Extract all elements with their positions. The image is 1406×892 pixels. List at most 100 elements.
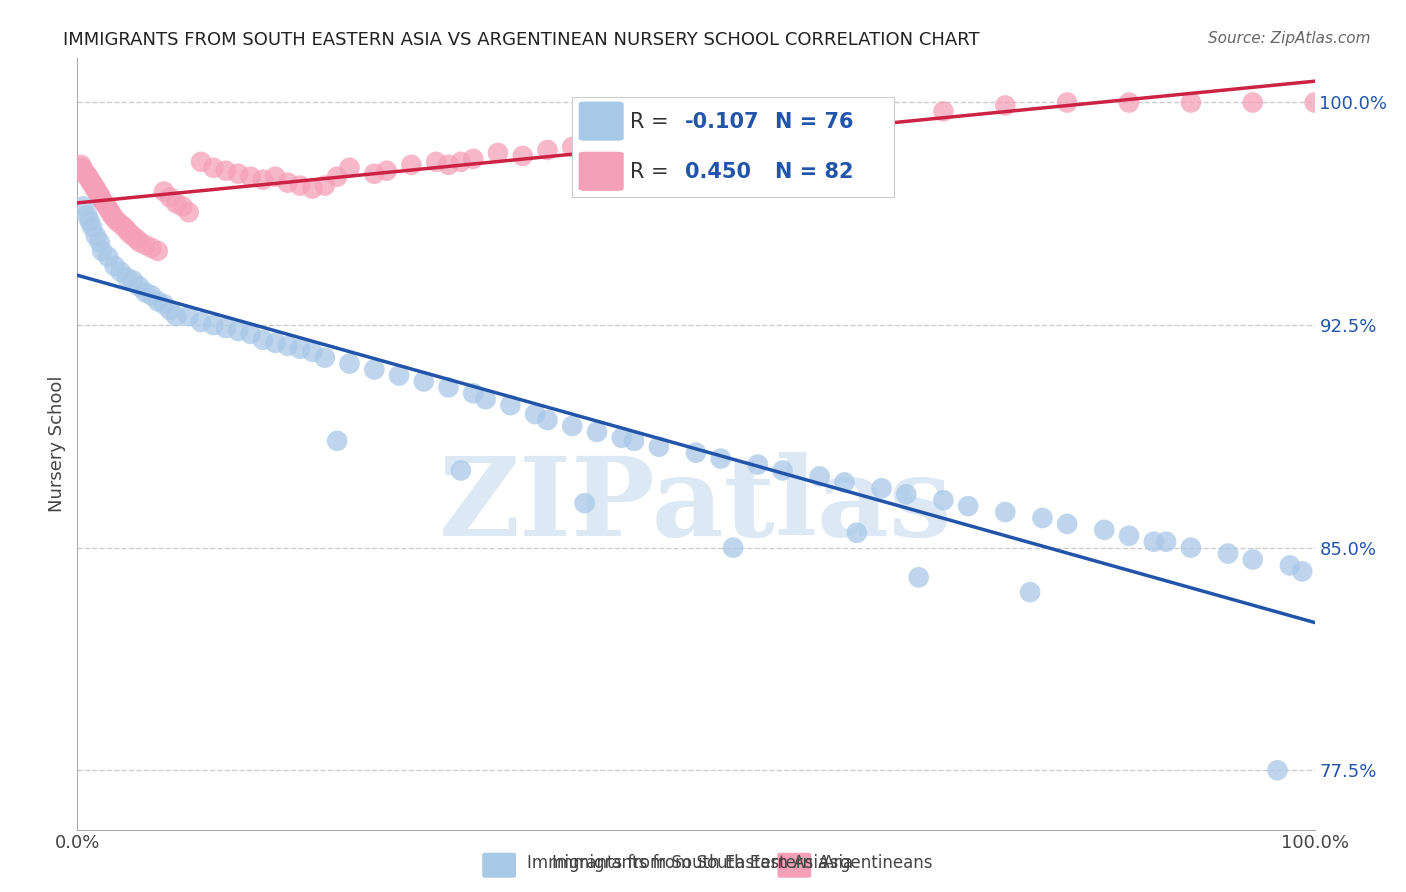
- Point: [202, 161, 225, 175]
- Point: [165, 309, 187, 323]
- Point: [239, 326, 262, 341]
- Point: [90, 190, 112, 204]
- Point: [264, 169, 287, 184]
- Point: [957, 499, 980, 513]
- Point: [1216, 547, 1239, 561]
- Point: [932, 104, 955, 119]
- Point: [122, 274, 145, 288]
- Point: [301, 344, 323, 359]
- Text: ZIPatlas: ZIPatlas: [439, 452, 953, 559]
- Point: [1143, 534, 1166, 549]
- Point: [561, 140, 583, 154]
- Point: [110, 217, 132, 231]
- Point: [226, 167, 249, 181]
- Point: [110, 265, 132, 279]
- Point: [1056, 516, 1078, 531]
- Point: [264, 335, 287, 350]
- Text: Immigrants from South Eastern Asia: Immigrants from South Eastern Asia: [527, 855, 828, 872]
- Point: [450, 463, 472, 477]
- Text: IMMIGRANTS FROM SOUTH EASTERN ASIA VS ARGENTINEAN NURSERY SCHOOL CORRELATION CHA: IMMIGRANTS FROM SOUTH EASTERN ASIA VS AR…: [63, 31, 980, 49]
- Point: [91, 194, 114, 208]
- Point: [80, 176, 103, 190]
- Point: [83, 181, 105, 195]
- Point: [103, 211, 125, 226]
- Point: [412, 375, 434, 389]
- Point: [301, 181, 323, 195]
- Point: [239, 169, 262, 184]
- Point: [474, 392, 496, 407]
- Point: [84, 229, 107, 244]
- Point: [1118, 529, 1140, 543]
- Point: [586, 143, 609, 157]
- Point: [685, 445, 707, 459]
- Point: [141, 241, 163, 255]
- Point: [153, 297, 176, 311]
- Point: [870, 481, 893, 495]
- Point: [100, 205, 122, 219]
- Point: [77, 169, 100, 184]
- Point: [808, 116, 831, 130]
- Point: [125, 232, 148, 246]
- Point: [70, 158, 93, 172]
- Point: [277, 339, 299, 353]
- Point: [86, 185, 108, 199]
- Point: [76, 169, 98, 184]
- Point: [610, 431, 633, 445]
- Point: [72, 199, 94, 213]
- Point: [1154, 534, 1177, 549]
- Point: [252, 172, 274, 186]
- Point: [339, 357, 361, 371]
- Point: [437, 380, 460, 394]
- Point: [772, 463, 794, 477]
- Point: [710, 125, 733, 139]
- Point: [1180, 541, 1202, 555]
- Point: [1019, 585, 1042, 599]
- Point: [91, 244, 114, 258]
- Point: [834, 475, 856, 490]
- Point: [314, 178, 336, 193]
- Point: [252, 333, 274, 347]
- Point: [159, 303, 181, 318]
- Point: [226, 324, 249, 338]
- Point: [202, 318, 225, 332]
- Point: [146, 244, 169, 258]
- Point: [1180, 95, 1202, 110]
- Point: [190, 154, 212, 169]
- Point: [165, 196, 187, 211]
- Point: [82, 178, 104, 193]
- Point: [994, 505, 1017, 519]
- Point: [932, 493, 955, 508]
- Point: [994, 98, 1017, 112]
- Point: [288, 178, 311, 193]
- Point: [710, 451, 733, 466]
- Point: [115, 223, 138, 237]
- Point: [69, 161, 91, 175]
- Point: [82, 220, 104, 235]
- Point: [721, 541, 744, 555]
- Point: [463, 386, 485, 401]
- Point: [89, 235, 111, 249]
- Point: [425, 154, 447, 169]
- Point: [1056, 95, 1078, 110]
- Point: [536, 413, 558, 427]
- Point: [1241, 95, 1264, 110]
- Point: [87, 187, 110, 202]
- Point: [363, 167, 385, 181]
- Point: [122, 229, 145, 244]
- Point: [1291, 565, 1313, 579]
- Point: [115, 270, 138, 285]
- Point: [84, 181, 107, 195]
- Point: [401, 158, 423, 172]
- Point: [610, 136, 633, 151]
- Point: [326, 434, 349, 448]
- Point: [1092, 523, 1115, 537]
- Point: [76, 208, 98, 222]
- Point: [172, 199, 194, 213]
- Point: [134, 238, 156, 252]
- Point: [96, 199, 118, 213]
- Point: [388, 368, 411, 383]
- Point: [1118, 95, 1140, 110]
- Point: [536, 143, 558, 157]
- Point: [79, 214, 101, 228]
- Point: [103, 259, 125, 273]
